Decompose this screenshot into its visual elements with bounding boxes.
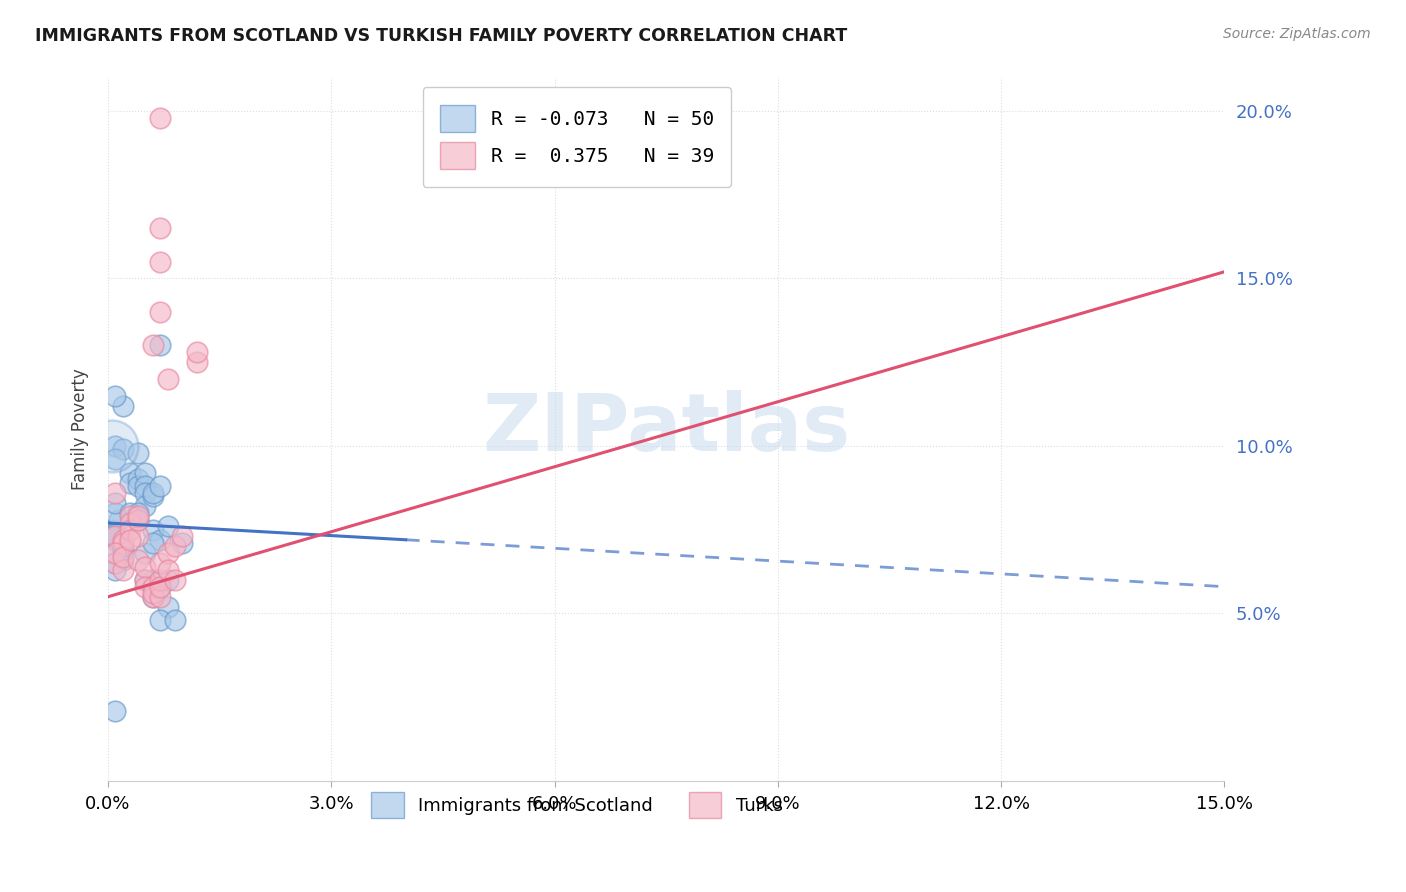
Point — [142, 590, 165, 604]
Point — [142, 573, 165, 587]
Point — [142, 486, 165, 500]
Point — [134, 559, 156, 574]
Legend: Immigrants from Scotland, Turks: Immigrants from Scotland, Turks — [364, 785, 790, 825]
Point — [163, 613, 186, 627]
Point — [142, 580, 165, 594]
Point — [111, 442, 134, 457]
Point — [156, 372, 179, 386]
Point — [111, 546, 134, 560]
Point — [104, 529, 127, 543]
Point — [142, 523, 165, 537]
Point — [104, 389, 127, 403]
Point — [142, 489, 165, 503]
Point — [111, 536, 134, 550]
Point — [163, 573, 186, 587]
Point — [134, 466, 156, 480]
Point — [149, 254, 172, 268]
Point — [104, 563, 127, 577]
Point — [149, 573, 172, 587]
Point — [186, 345, 208, 359]
Point — [149, 305, 172, 319]
Point — [127, 513, 149, 527]
Point — [142, 536, 165, 550]
Point — [120, 523, 142, 537]
Point — [111, 542, 134, 557]
Point — [127, 506, 149, 520]
Point — [134, 573, 156, 587]
Point — [149, 556, 172, 570]
Point — [120, 533, 142, 547]
Text: ZIPatlas: ZIPatlas — [482, 390, 851, 468]
Point — [100, 439, 122, 453]
Point — [120, 509, 142, 524]
Point — [127, 479, 149, 493]
Point — [134, 580, 156, 594]
Point — [134, 479, 156, 493]
Point — [120, 466, 142, 480]
Point — [156, 573, 179, 587]
Point — [149, 338, 172, 352]
Point — [104, 452, 127, 467]
Point — [104, 546, 127, 560]
Point — [104, 496, 127, 510]
Point — [100, 529, 122, 543]
Point — [127, 445, 149, 459]
Point — [149, 533, 172, 547]
Point — [142, 590, 165, 604]
Point — [108, 513, 131, 527]
Point — [100, 523, 122, 537]
Point — [156, 519, 179, 533]
Point — [104, 556, 127, 570]
Y-axis label: Family Poverty: Family Poverty — [72, 368, 89, 490]
Point — [104, 546, 127, 560]
Point — [156, 546, 179, 560]
Point — [127, 509, 149, 524]
Point — [127, 513, 149, 527]
Point — [127, 529, 149, 543]
Point — [156, 563, 179, 577]
Point — [142, 338, 165, 352]
Point — [104, 526, 127, 541]
Point — [111, 536, 134, 550]
Point — [149, 479, 172, 493]
Point — [127, 553, 149, 567]
Point — [120, 516, 142, 530]
Point — [111, 549, 134, 564]
Point — [172, 536, 194, 550]
Point — [111, 399, 134, 413]
Point — [111, 533, 134, 547]
Point — [104, 533, 127, 547]
Point — [142, 586, 165, 600]
Point — [104, 486, 127, 500]
Point — [186, 355, 208, 369]
Point — [149, 580, 172, 594]
Point — [120, 475, 142, 490]
Point — [156, 599, 179, 614]
Point — [149, 590, 172, 604]
Text: Source: ZipAtlas.com: Source: ZipAtlas.com — [1223, 27, 1371, 41]
Point — [104, 439, 127, 453]
Text: IMMIGRANTS FROM SCOTLAND VS TURKISH FAMILY POVERTY CORRELATION CHART: IMMIGRANTS FROM SCOTLAND VS TURKISH FAMI… — [35, 27, 848, 45]
Point — [149, 580, 172, 594]
Point — [120, 506, 142, 520]
Point — [104, 506, 127, 520]
Point — [134, 546, 156, 560]
Point — [149, 613, 172, 627]
Point — [172, 529, 194, 543]
Point — [104, 704, 127, 718]
Point — [134, 573, 156, 587]
Point — [111, 540, 134, 554]
Point — [149, 221, 172, 235]
Point — [111, 563, 134, 577]
Point — [134, 486, 156, 500]
Point — [134, 500, 156, 514]
Point — [111, 553, 134, 567]
Point — [149, 111, 172, 125]
Point — [163, 540, 186, 554]
Point — [104, 556, 127, 570]
Point — [127, 473, 149, 487]
